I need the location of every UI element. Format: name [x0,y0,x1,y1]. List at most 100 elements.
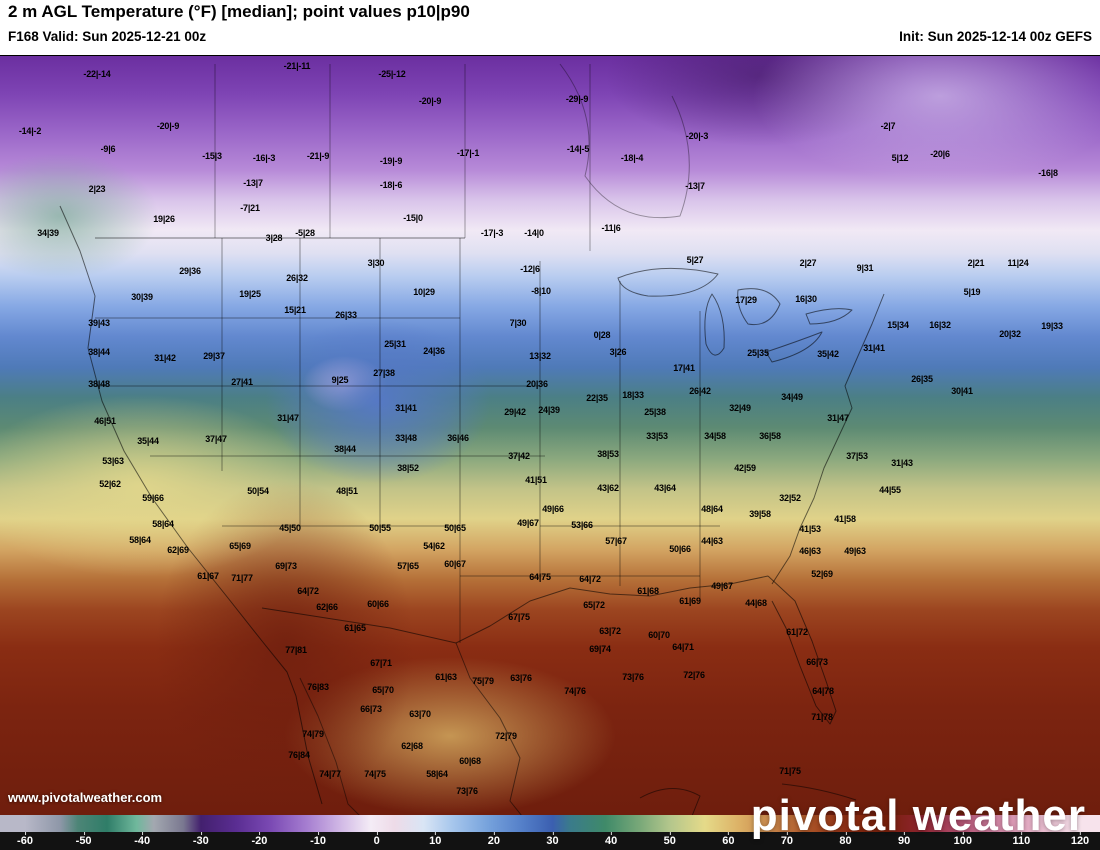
point-value: -20|-9 [418,96,442,106]
point-value: 9|25 [331,375,349,385]
point-value: 5|19 [963,287,981,297]
point-value: -20|-3 [685,131,709,141]
point-value: 53|66 [571,520,593,530]
point-value: 69|74 [589,644,611,654]
point-value: 66|73 [806,657,828,667]
colorbar-tick: 110 [1012,832,1031,847]
point-value: 29|36 [179,266,201,276]
points-layer: -22|-14 -21|-11 -25|-12 -20|-9 -29|-9 -20|-3 -… [0,56,1100,816]
point-value: -13|7 [685,181,705,191]
point-value: 33|53 [646,431,668,441]
point-value: 57|65 [397,561,419,571]
point-value: 64|78 [812,686,834,696]
point-value: 38|53 [597,449,619,459]
colorbar-ticks: -60 -50 -40 -30 -20 -10 0 10 20 30 40 50 60 70 80 90 100… [0,832,1100,850]
point-value: 65|70 [372,685,394,695]
colorbar-tick: 100 [953,832,972,847]
point-value: 61|72 [786,627,808,637]
point-value: 41|53 [799,524,821,534]
point-value: 38|48 [88,379,110,389]
point-value: -2|7 [880,121,896,131]
point-value: -18|-6 [379,180,403,190]
colorbar-tick: -20 [251,832,268,847]
point-value: 3|28 [265,233,283,243]
point-value: 9|31 [856,263,874,273]
point-value: 44|55 [879,485,901,495]
point-value: 39|43 [88,318,110,328]
colorbar-tick: 10 [429,832,442,847]
point-value: 60|67 [444,559,466,569]
point-value: 37|47 [205,434,227,444]
colorbar-tick: 90 [898,832,911,847]
point-value: 29|42 [504,407,526,417]
point-value: 48|51 [336,486,358,496]
point-value: 16|32 [929,320,951,330]
point-value: 2|21 [967,258,985,268]
point-value: 19|25 [239,289,261,299]
point-value: 26|33 [335,310,357,320]
point-value: 49|66 [542,504,564,514]
point-value: 64|75 [529,572,551,582]
point-value: 3|30 [367,258,385,268]
point-value: 65|72 [583,600,605,610]
colorbar: -60 -50 -40 -30 -20 -10 0 10 20 30 40 50 60 70 80 90 100… [0,815,1100,850]
point-value: 60|66 [367,599,389,609]
point-value: 41|58 [834,514,856,524]
colorbar-gradient [0,815,1100,832]
colorbar-tick: -30 [192,832,209,847]
point-value: 16|30 [795,294,817,304]
point-value: 63|70 [409,709,431,719]
point-value: 76|83 [307,682,329,692]
point-value: -13|7 [243,178,263,188]
point-value: -17|-1 [456,148,480,158]
colorbar-tick: -40 [134,832,151,847]
point-value: -7|21 [240,203,260,213]
point-value: 5|12 [891,153,909,163]
point-value: 25|31 [384,339,406,349]
point-value: 52|62 [99,479,121,489]
point-value: 27|38 [373,368,395,378]
point-value: -20|-9 [156,121,180,131]
point-value: 20|36 [526,379,548,389]
point-value: 74|75 [364,769,386,779]
point-value: 64|72 [297,586,319,596]
point-value: -12|6 [520,264,540,274]
point-value: -8|10 [531,286,551,296]
colorbar-tick: 60 [722,832,735,847]
point-value: 2|23 [88,184,106,194]
valid-time-label: F168 Valid: Sun 2025-12-21 00z [8,29,207,44]
point-value: 46|63 [799,546,821,556]
point-value: -9|6 [100,144,116,154]
point-value: 31|42 [154,353,176,363]
point-value: -21|-11 [283,61,311,71]
point-value: 62|69 [167,545,189,555]
point-value: 32|49 [729,403,751,413]
point-value: 60|70 [648,630,670,640]
point-value: -15|0 [403,213,423,223]
point-value: 64|71 [672,642,694,652]
point-value: 58|64 [426,769,448,779]
point-value: 31|47 [277,413,299,423]
point-value: 33|48 [395,433,417,443]
point-value: 39|58 [749,509,771,519]
point-value: 67|75 [508,612,530,622]
point-value: 38|52 [397,463,419,473]
point-value: 71|78 [811,712,833,722]
colorbar-tick: 0 [373,832,380,847]
point-value: 67|71 [370,658,392,668]
point-value: -20|6 [930,149,950,159]
header: 2 m AGL Temperature (°F) [median]; point… [0,0,1100,55]
point-value: 31|41 [863,343,885,353]
point-value: 59|66 [142,493,164,503]
colorbar-tick: -60 [17,832,33,847]
point-value: 61|69 [679,596,701,606]
point-value: 7|30 [509,318,527,328]
point-value: 62|68 [401,741,423,751]
point-value: 24|39 [538,405,560,415]
point-value: 60|68 [459,756,481,766]
point-value: 44|68 [745,598,767,608]
point-value: -5|28 [295,228,315,238]
point-value: -15|3 [202,151,222,161]
point-value: 72|79 [495,731,517,741]
